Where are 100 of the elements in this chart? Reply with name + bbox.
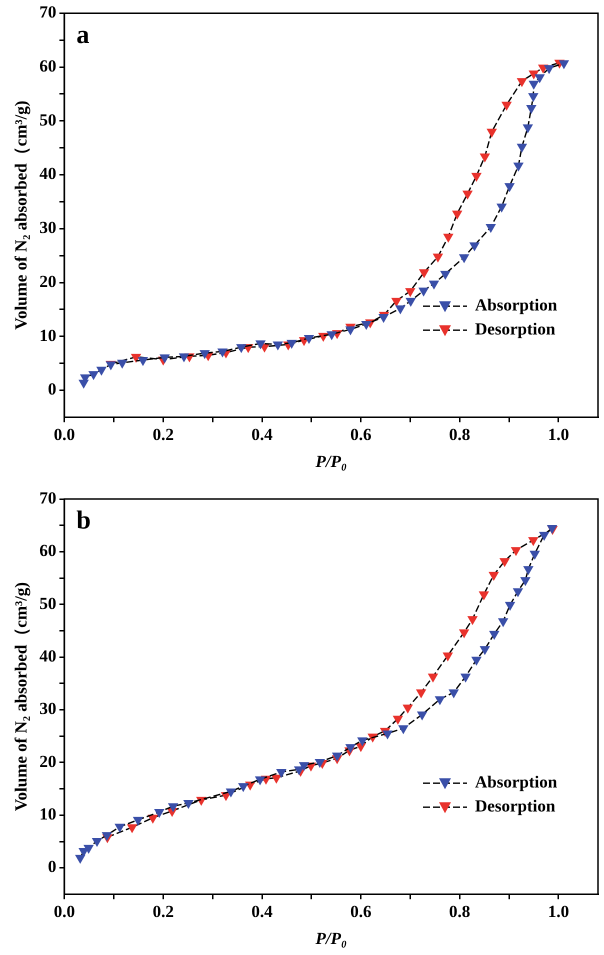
y-tick-label: 50	[39, 110, 56, 130]
point	[488, 572, 499, 581]
point	[428, 674, 438, 683]
point	[88, 371, 99, 380]
point	[130, 354, 142, 363]
point	[528, 70, 539, 80]
point	[504, 183, 515, 192]
point	[405, 288, 416, 298]
y-tick-label: 0	[48, 857, 56, 876]
point	[402, 704, 413, 714]
point	[478, 591, 490, 600]
chart-title: a	[76, 20, 90, 49]
y-tick-label: 40	[39, 164, 56, 184]
point	[462, 190, 473, 200]
point	[276, 768, 286, 778]
y-tick-label: 20	[39, 752, 56, 771]
point	[471, 172, 482, 182]
point	[138, 357, 148, 366]
point	[499, 558, 510, 568]
point	[378, 314, 389, 324]
point	[469, 242, 480, 252]
x-tick-label: 0.8	[449, 902, 470, 921]
y-axis-title: Volume of N₂ absorbed（cm³/g)	[12, 100, 31, 330]
point	[126, 824, 138, 834]
point	[114, 824, 125, 833]
y-tick-label: 20	[39, 272, 56, 291]
x-axis-title: P/P₀	[314, 452, 347, 472]
point	[528, 537, 538, 546]
point	[471, 656, 482, 666]
legend-label: Absorption	[475, 296, 558, 315]
y-tick-label: 70	[39, 2, 56, 22]
y-tick-label: 0	[48, 380, 56, 399]
y-tick-label: 30	[39, 218, 56, 238]
point	[498, 618, 508, 628]
point	[458, 629, 470, 638]
point	[432, 254, 444, 263]
point	[526, 105, 536, 114]
point	[178, 353, 190, 362]
point	[168, 803, 178, 812]
point	[516, 144, 528, 153]
point	[183, 800, 194, 810]
point	[458, 254, 470, 264]
point	[326, 331, 337, 340]
legend-label: Desorption	[475, 796, 556, 816]
y-tick-label: 70	[39, 488, 56, 508]
point	[92, 838, 102, 847]
point	[154, 809, 164, 818]
legend-label: Desorption	[475, 320, 556, 339]
point	[382, 730, 393, 740]
point	[226, 788, 236, 798]
point	[513, 162, 524, 172]
point	[520, 577, 531, 586]
y-tick-label: 50	[39, 594, 56, 613]
x-axis-title: P/P₀	[314, 929, 347, 948]
point	[528, 93, 538, 102]
y-tick-label: 10	[39, 326, 56, 345]
point	[357, 737, 368, 746]
point	[96, 366, 107, 376]
point	[271, 774, 282, 784]
point	[200, 350, 210, 360]
point	[286, 340, 297, 349]
point	[332, 752, 342, 762]
point	[448, 689, 459, 698]
legend-label: Absorption	[475, 772, 558, 792]
point	[440, 270, 451, 280]
point	[418, 288, 429, 297]
y-tick-label: 10	[39, 804, 56, 824]
point	[395, 305, 406, 314]
x-tick-label: 0.0	[54, 902, 76, 921]
x-tick-label: 1.0	[548, 424, 570, 444]
point	[255, 340, 266, 350]
point	[486, 224, 496, 234]
point	[501, 102, 512, 111]
point	[361, 321, 372, 330]
x-tick-label: 0.0	[54, 424, 76, 444]
point	[238, 783, 248, 792]
point	[391, 298, 402, 307]
point	[528, 80, 539, 90]
point	[443, 234, 454, 243]
point	[298, 762, 310, 772]
point	[272, 341, 284, 350]
point	[480, 646, 490, 656]
x-tick-label: 0.6	[350, 424, 372, 444]
y-tick-label: 40	[39, 646, 56, 666]
point	[236, 344, 246, 354]
y-tick-label: 30	[39, 699, 56, 718]
point	[160, 354, 170, 364]
point	[83, 844, 94, 854]
point	[418, 269, 430, 278]
point	[510, 547, 522, 556]
y-axis-title: Volume of N₂ absorbed（cm³/g)	[12, 582, 31, 812]
point	[254, 776, 266, 786]
point	[314, 758, 326, 768]
point	[217, 348, 228, 358]
point	[304, 335, 314, 344]
point	[345, 326, 356, 336]
point	[398, 725, 409, 734]
point	[489, 630, 500, 640]
point	[530, 550, 540, 560]
point	[132, 816, 144, 826]
